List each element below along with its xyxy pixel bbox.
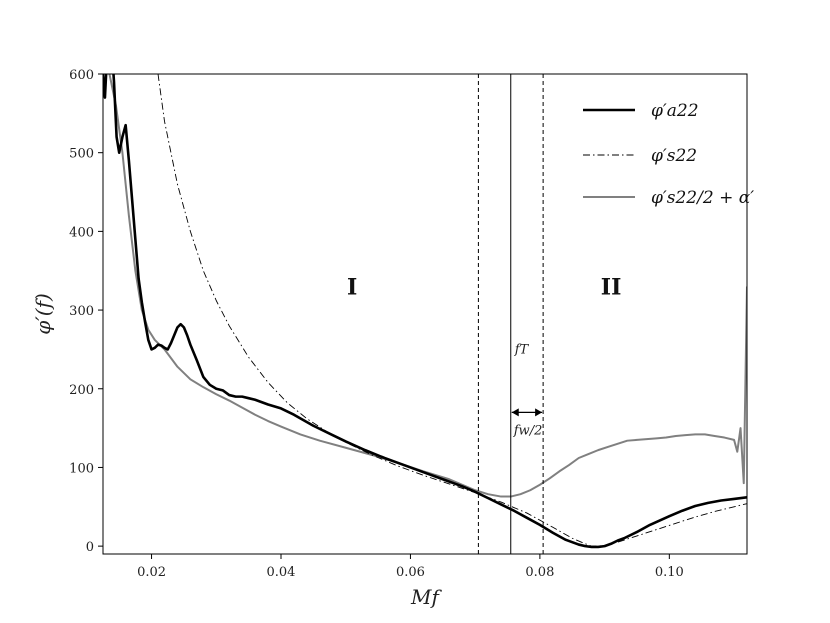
ft-label: fT [514,342,530,357]
series-line-1 [157,74,747,547]
y-tick-label-6: 600 [69,68,94,83]
y-tick-label-5: 500 [69,147,94,162]
fw-label: fw/2 [513,423,543,438]
legend-label-1: φ′s22 [651,146,697,166]
plot-frame [102,73,748,555]
y-tick-label-1: 100 [69,461,94,476]
x-axis-label: Mf [410,585,442,609]
x-tick-label-1: 0.04 [267,565,296,580]
x-tick-label-2: 0.06 [396,565,425,580]
legend: φ′a22 φ′s22 φ′s22/2 + α′ [583,101,754,208]
y-tick-label-0: 0 [86,540,94,555]
fw-arrow-head-right [535,408,543,417]
legend-label-0: φ′a22 [651,101,699,121]
fw-arrow-head-left [511,408,519,417]
series-line-2 [108,74,747,498]
legend-label-2: φ′s22/2 + α′ [651,188,754,208]
axes: 0.02 0.04 0.06 0.08 0.10 0 100 200 300 400 500 600 M… [31,68,748,609]
x-tick-label-0: 0.02 [137,565,166,580]
x-tick-label-3: 0.08 [525,565,554,580]
y-axis-label: φ′(f) [31,293,55,335]
y-tick-label-3: 300 [69,304,94,319]
region-label-1: II [601,274,622,300]
x-tick-label-4: 0.10 [655,565,684,580]
region-label-0: I [347,274,357,300]
chart-marks [103,74,747,549]
y-tick-label-4: 400 [69,225,94,240]
y-tick-label-2: 200 [69,383,94,398]
series-line-0 [103,74,747,549]
